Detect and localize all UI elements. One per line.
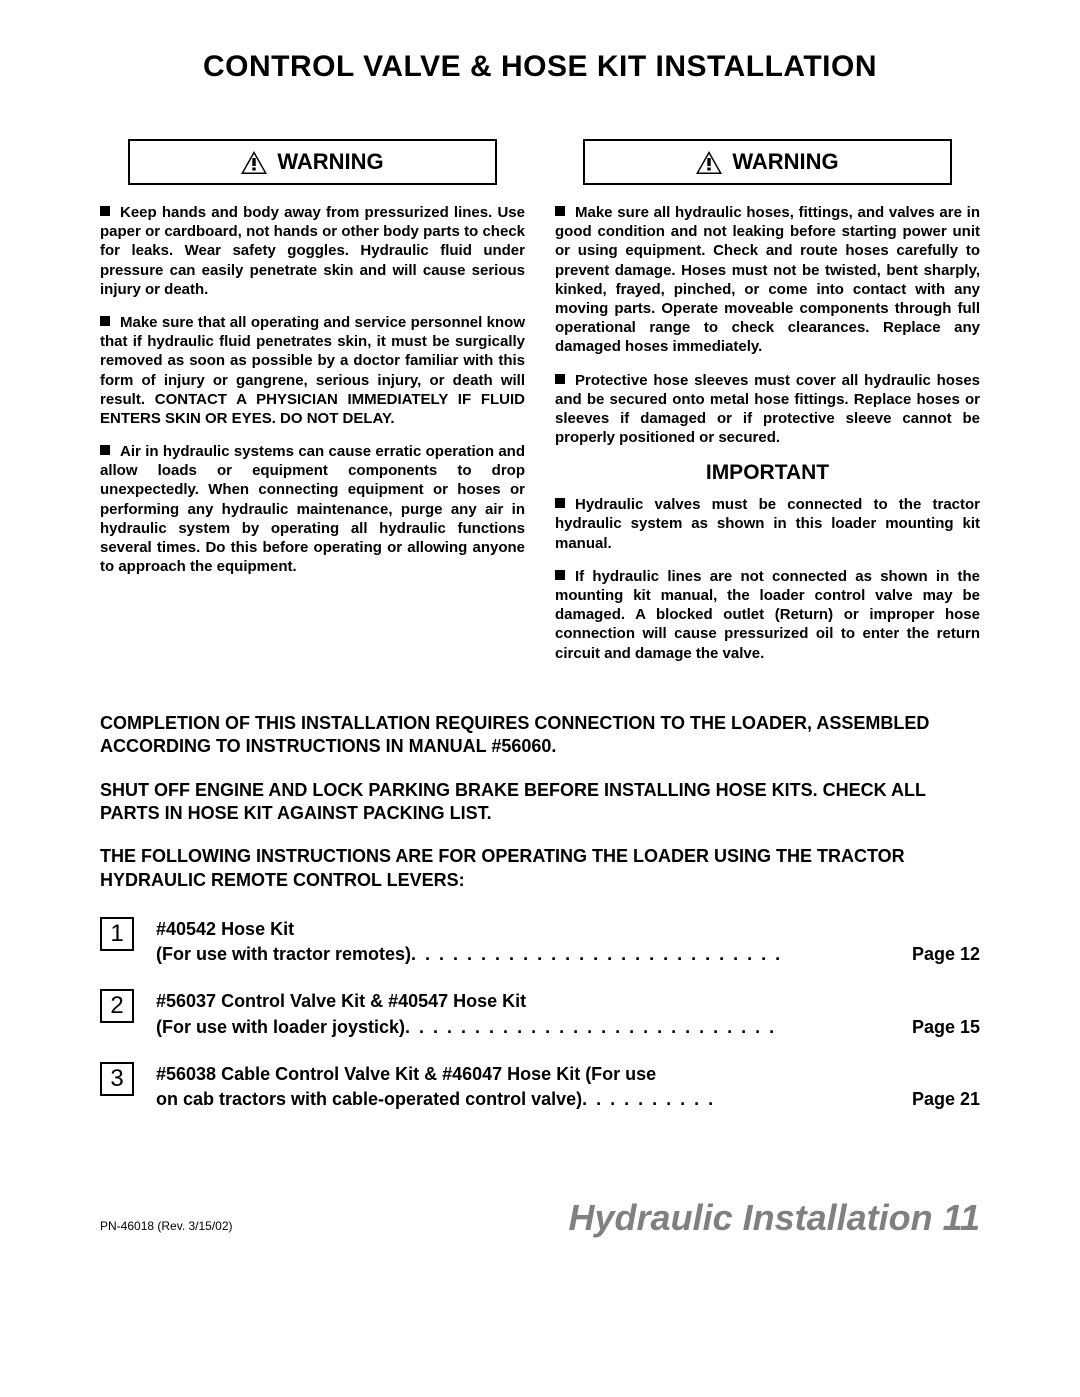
kit-detail-line: (For use with tractor remotes) . . . . .… xyxy=(156,942,980,967)
square-bullet-icon xyxy=(100,206,110,216)
paragraph-text: Keep hands and body away from pressurize… xyxy=(100,204,525,298)
kit-description: (For use with tractor remotes) xyxy=(156,942,411,967)
important-heading: IMPORTANT xyxy=(555,461,980,485)
kit-title: #56038 Cable Control Valve Kit & #46047 … xyxy=(156,1062,980,1087)
instruction-block: THE FOLLOWING INSTRUCTIONS ARE FOR OPERA… xyxy=(100,845,980,892)
square-bullet-icon xyxy=(555,374,565,384)
warning-paragraph: Protective hose sleeves must cover all h… xyxy=(555,371,980,448)
kit-row: 3 #56038 Cable Control Valve Kit & #4604… xyxy=(100,1062,980,1112)
two-column-region: WARNING Keep hands and body away from pr… xyxy=(100,139,980,677)
warning-box-right: WARNING xyxy=(583,139,952,185)
kit-number-box: 3 xyxy=(100,1062,134,1096)
square-bullet-icon xyxy=(100,316,110,326)
kit-row: 2 #56037 Control Valve Kit & #40547 Hose… xyxy=(100,989,980,1039)
warning-paragraph: Make sure all hydraulic hoses, fittings,… xyxy=(555,203,980,357)
footer-text: Hydraulic Installation xyxy=(569,1197,943,1238)
kit-body: #40542 Hose Kit (For use with tractor re… xyxy=(156,917,980,967)
paragraph-text: Air in hydraulic systems can cause errat… xyxy=(100,443,525,575)
kit-description: on cab tractors with cable-operated cont… xyxy=(156,1087,582,1112)
paragraph-text: Make sure that all operating and service… xyxy=(100,314,525,427)
kit-title: #40542 Hose Kit xyxy=(156,917,980,942)
kit-page-ref: Page 21 xyxy=(912,1087,980,1112)
square-bullet-icon xyxy=(555,498,565,508)
paragraph-text: If hydraulic lines are not connected as … xyxy=(555,568,980,662)
warning-triangle-icon xyxy=(696,151,722,174)
paragraph-text: Make sure all hydraulic hoses, fittings,… xyxy=(555,204,980,355)
kit-description: (For use with loader joystick) xyxy=(156,1015,405,1040)
kit-number-box: 1 xyxy=(100,917,134,951)
square-bullet-icon xyxy=(555,206,565,216)
right-column: WARNING Make sure all hydraulic hoses, f… xyxy=(555,139,980,677)
important-paragraph: If hydraulic lines are not connected as … xyxy=(555,567,980,663)
kit-list: 1 #40542 Hose Kit (For use with tractor … xyxy=(100,917,980,1112)
instruction-block: COMPLETION OF THIS INSTALLATION REQUIRES… xyxy=(100,712,980,759)
warning-label: WARNING xyxy=(732,149,838,175)
warning-paragraph: Keep hands and body away from pressurize… xyxy=(100,203,525,299)
kit-page-ref: Page 12 xyxy=(912,942,980,967)
leader-dots: . . . . . . . . . . xyxy=(582,1087,912,1112)
instruction-block: SHUT OFF ENGINE AND LOCK PARKING BRAKE B… xyxy=(100,779,980,826)
warning-label: WARNING xyxy=(277,149,383,175)
left-column: WARNING Keep hands and body away from pr… xyxy=(100,139,525,677)
kit-body: #56037 Control Valve Kit & #40547 Hose K… xyxy=(156,989,980,1039)
paragraph-text: Protective hose sleeves must cover all h… xyxy=(555,372,980,447)
footer-part-number: PN-46018 (Rev. 3/15/02) xyxy=(100,1219,233,1233)
leader-dots: . . . . . . . . . . . . . . . . . . . . … xyxy=(411,942,912,967)
page-title: CONTROL VALVE & HOSE KIT INSTALLATION xyxy=(100,50,980,84)
kit-page-ref: Page 15 xyxy=(912,1015,980,1040)
warning-paragraph: Air in hydraulic systems can cause errat… xyxy=(100,442,525,576)
footer-page-number: 11 xyxy=(943,1197,980,1238)
warning-triangle-icon xyxy=(241,151,267,174)
kit-number-box: 2 xyxy=(100,989,134,1023)
warning-paragraph: Make sure that all operating and service… xyxy=(100,313,525,428)
footer-section-title: Hydraulic Installation 11 xyxy=(569,1197,980,1239)
warning-box-left: WARNING xyxy=(128,139,497,185)
kit-body: #56038 Cable Control Valve Kit & #46047 … xyxy=(156,1062,980,1112)
square-bullet-icon xyxy=(100,445,110,455)
page-footer: PN-46018 (Rev. 3/15/02) Hydraulic Instal… xyxy=(100,1197,980,1239)
leader-dots: . . . . . . . . . . . . . . . . . . . . … xyxy=(405,1015,912,1040)
kit-title: #56037 Control Valve Kit & #40547 Hose K… xyxy=(156,989,980,1014)
kit-detail-line: (For use with loader joystick) . . . . .… xyxy=(156,1015,980,1040)
kit-row: 1 #40542 Hose Kit (For use with tractor … xyxy=(100,917,980,967)
paragraph-text: Hydraulic valves must be connected to th… xyxy=(555,496,980,551)
kit-detail-line: on cab tractors with cable-operated cont… xyxy=(156,1087,980,1112)
page-container: CONTROL VALVE & HOSE KIT INSTALLATION WA… xyxy=(0,0,1080,1279)
important-paragraph: Hydraulic valves must be connected to th… xyxy=(555,495,980,553)
square-bullet-icon xyxy=(555,570,565,580)
